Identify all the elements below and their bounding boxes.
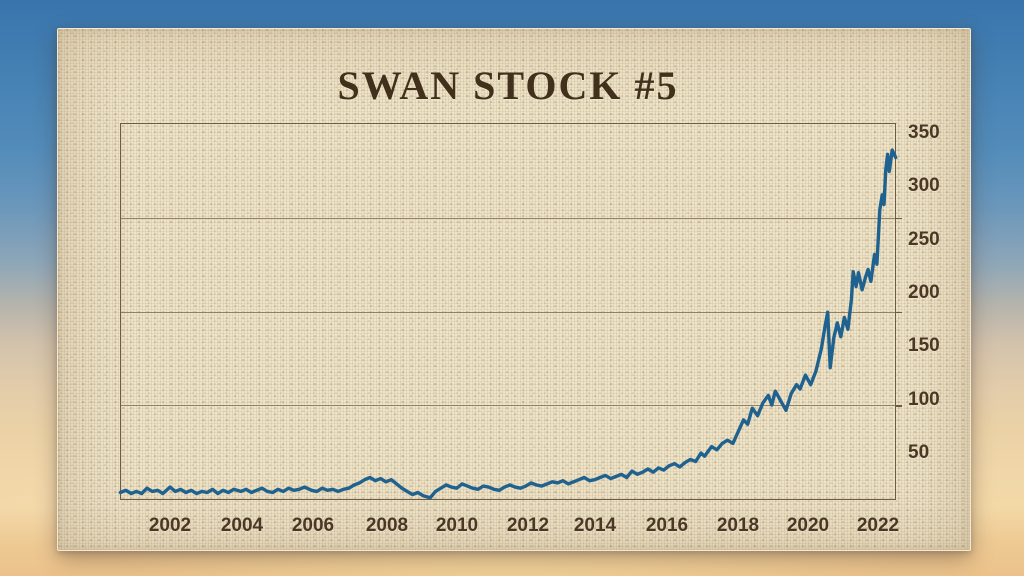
y-axis-label: 300 [908, 175, 940, 196]
x-axis-label: 2006 [291, 515, 335, 536]
x-axis-label: 2012 [506, 515, 550, 536]
y-axis-label: 100 [908, 389, 940, 410]
gridline [121, 311, 895, 313]
x-axis-label: 2010 [435, 515, 479, 536]
chart-title: SWAN STOCK #5 [337, 63, 679, 108]
y-axis-label: 350 [908, 122, 940, 143]
plot-area [120, 123, 902, 500]
gridline [121, 405, 895, 407]
x-axis-label: 2016 [645, 515, 689, 536]
x-axis: 2002 2004 2006 2008 2010 2012 2014 2016 … [120, 512, 900, 540]
y-axis-tick [895, 217, 902, 220]
y-axis-label: 50 [908, 442, 930, 463]
x-axis-label: 2002 [148, 515, 192, 536]
x-axis-label: 2020 [786, 515, 830, 536]
x-axis-label: 2008 [365, 515, 409, 536]
x-axis-label: 2014 [573, 515, 617, 536]
y-axis-tick [895, 311, 902, 313]
x-axis-label: 2022 [856, 515, 900, 536]
y-axis-label: 250 [908, 229, 940, 250]
x-axis-label: 2004 [220, 515, 264, 536]
gridline [121, 217, 895, 219]
x-axis-label: 2018 [716, 515, 760, 536]
y-axis-tick [895, 405, 902, 407]
y-axis-label: 150 [908, 335, 940, 356]
y-axis-label: 200 [908, 282, 940, 303]
y-axis: 350 300 250 200 150 100 50 [908, 122, 968, 500]
